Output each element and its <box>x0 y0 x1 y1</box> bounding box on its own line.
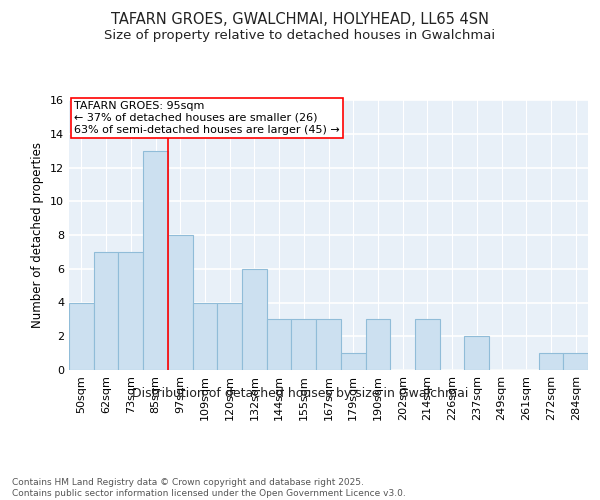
Bar <box>316 320 341 370</box>
Bar <box>365 320 390 370</box>
Text: Distribution of detached houses by size in Gwalchmai: Distribution of detached houses by size … <box>132 388 468 400</box>
Bar <box>217 302 242 370</box>
Bar <box>69 302 94 370</box>
Bar <box>94 252 118 370</box>
Bar <box>539 353 563 370</box>
Text: Size of property relative to detached houses in Gwalchmai: Size of property relative to detached ho… <box>104 29 496 42</box>
Bar <box>341 353 365 370</box>
Y-axis label: Number of detached properties: Number of detached properties <box>31 142 44 328</box>
Bar <box>292 320 316 370</box>
Bar <box>143 150 168 370</box>
Text: TAFARN GROES: 95sqm
← 37% of detached houses are smaller (26)
63% of semi-detach: TAFARN GROES: 95sqm ← 37% of detached ho… <box>74 102 340 134</box>
Bar <box>267 320 292 370</box>
Bar <box>242 269 267 370</box>
Bar <box>464 336 489 370</box>
Text: Contains HM Land Registry data © Crown copyright and database right 2025.
Contai: Contains HM Land Registry data © Crown c… <box>12 478 406 498</box>
Bar <box>168 235 193 370</box>
Bar <box>193 302 217 370</box>
Bar <box>415 320 440 370</box>
Bar <box>118 252 143 370</box>
Bar <box>563 353 588 370</box>
Text: TAFARN GROES, GWALCHMAI, HOLYHEAD, LL65 4SN: TAFARN GROES, GWALCHMAI, HOLYHEAD, LL65 … <box>111 12 489 28</box>
